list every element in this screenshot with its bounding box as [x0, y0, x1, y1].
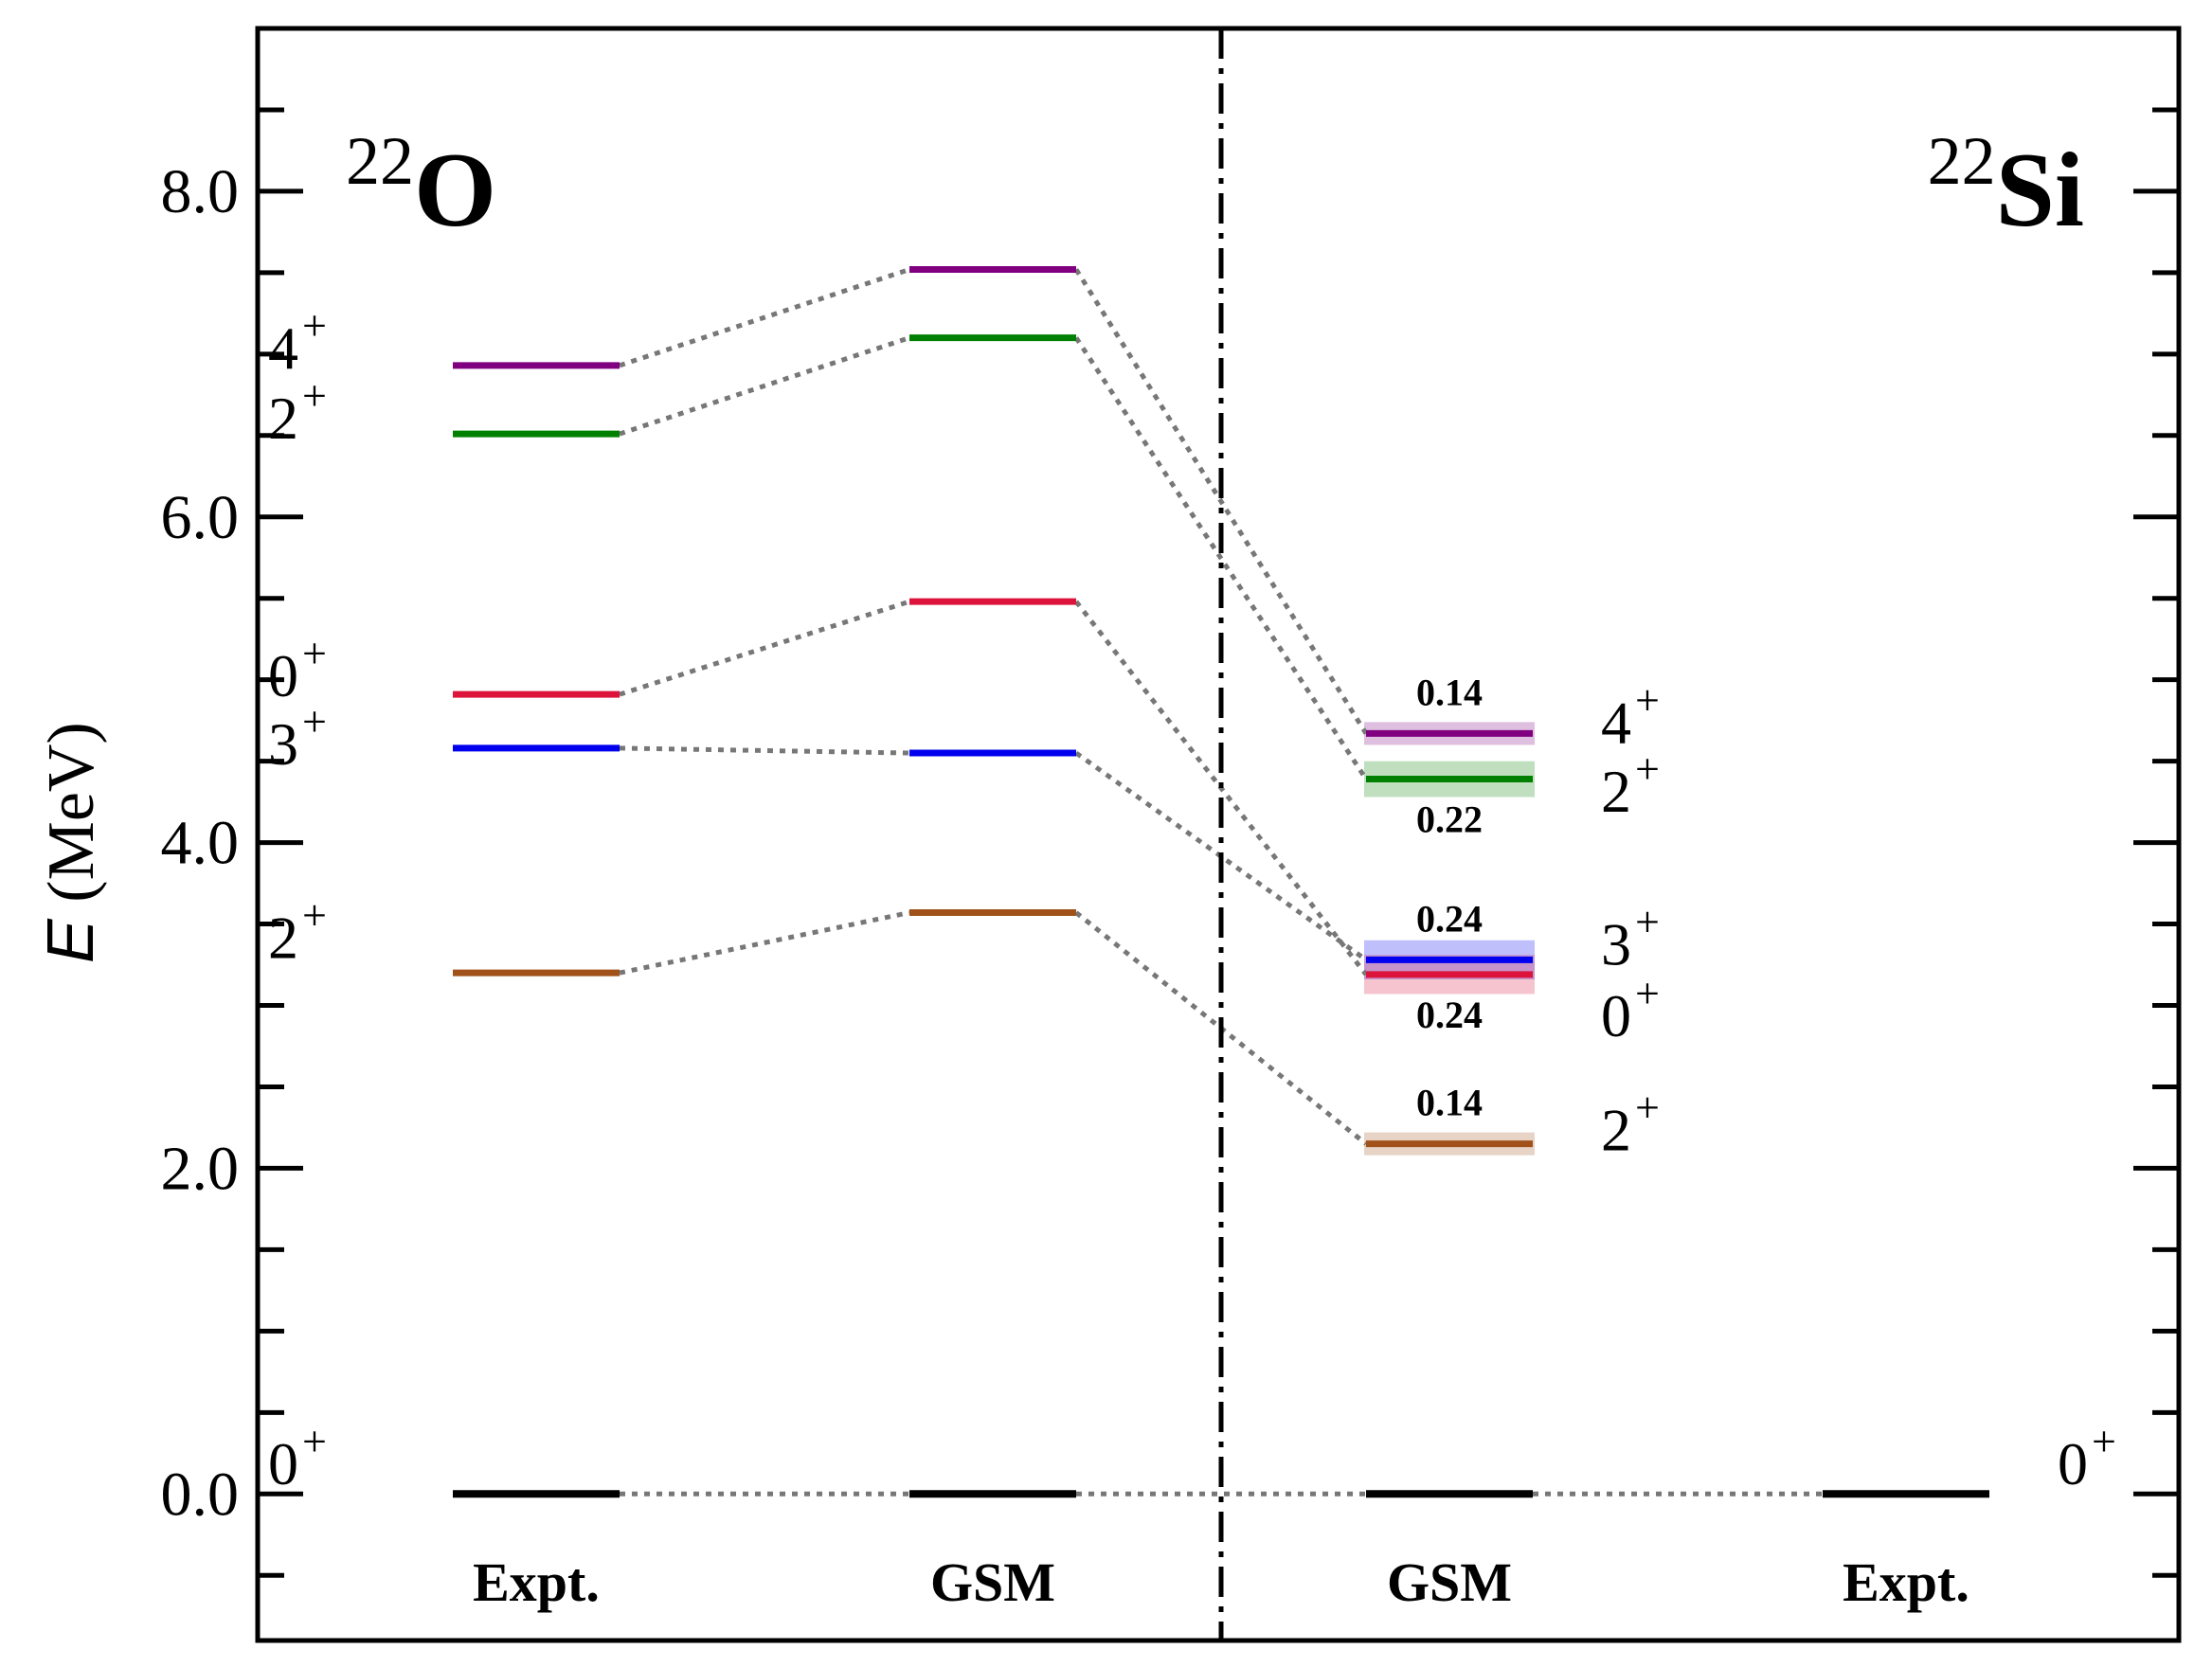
width-label-3p: 0.24	[1416, 897, 1483, 940]
y-axis-label: E (MeV)	[33, 722, 108, 963]
parity-sign: +	[302, 891, 327, 940]
energy-levels	[453, 265, 1989, 1498]
spin-value: 0	[2058, 1430, 2088, 1497]
parity-sign: +	[302, 629, 327, 677]
parity-sign: +	[2092, 1417, 2116, 1465]
spin-label: 3+	[268, 697, 327, 778]
column-label-si-gsm: GSM	[1387, 1551, 1512, 1613]
spin-label: 4+	[268, 301, 327, 382]
parity-sign: +	[1635, 676, 1660, 725]
y-axis-label-unit: (MeV)	[35, 722, 108, 919]
spin-value: 2	[1601, 1096, 1631, 1163]
width-label-4p: 0.14	[1416, 671, 1483, 713]
column-label-o-expt: Expt.	[473, 1551, 600, 1613]
spin-value: 4	[268, 314, 298, 382]
y-tick-label: 4.0	[161, 809, 240, 878]
connector-0p2	[619, 599, 910, 697]
spin-label: 0+	[2058, 1417, 2116, 1497]
connector-2p1	[619, 910, 910, 976]
y-axis-label-symbol: E	[33, 918, 107, 963]
spin-value: 0	[1601, 982, 1631, 1049]
nucleus-symbol: Si	[1996, 132, 2084, 249]
spin-value: 0	[268, 642, 298, 709]
parity-sign: +	[1635, 744, 1660, 793]
y-tick-label: 2.0	[161, 1134, 240, 1203]
connector-3p	[619, 745, 910, 756]
spin-label: 2+	[268, 891, 327, 972]
spin-label: 2+	[1601, 744, 1660, 825]
plot-frame	[255, 26, 2182, 1643]
spin-label: 0+	[268, 1417, 327, 1497]
nucleus-mass-number: 22	[1928, 123, 1996, 199]
connector-4p	[619, 267, 910, 368]
parity-sign: +	[302, 301, 327, 350]
column-label-o-gsm: GSM	[930, 1551, 1055, 1613]
spin-value: 4	[1601, 690, 1631, 757]
spin-value: 3	[1601, 910, 1631, 977]
column-label-si-expt: Expt.	[1843, 1551, 1969, 1613]
spin-label: 0+	[268, 629, 327, 709]
connector-2p2	[619, 335, 910, 437]
spin-value: 3	[268, 710, 298, 778]
y-tick-label: 8.0	[161, 157, 240, 226]
spin-label: 0+	[1601, 969, 1660, 1049]
width-label-2p1: 0.14	[1416, 1082, 1483, 1124]
y-tick-label: 6.0	[161, 483, 240, 552]
parity-sign: +	[302, 697, 327, 745]
nucleus-label-si: 22Si	[1928, 123, 2084, 249]
spin-value: 0	[268, 1430, 298, 1497]
spin-value: 2	[268, 905, 298, 972]
parity-sign: +	[1635, 897, 1660, 945]
y-tick-label: 0.0	[161, 1460, 240, 1529]
width-label-0p2: 0.24	[1416, 994, 1483, 1036]
spin-label: 2+	[268, 371, 327, 452]
plot-border	[255, 26, 2182, 1643]
spin-value: 2	[1601, 758, 1631, 825]
spin-label: 4+	[1601, 676, 1660, 757]
connector-2p2	[1073, 336, 1369, 780]
nucleus-mass-number: 22	[346, 123, 414, 199]
nucleus-symbol: O	[414, 132, 496, 249]
parity-sign: +	[302, 371, 327, 420]
connector-4p	[1073, 268, 1369, 735]
parity-sign: +	[1635, 969, 1660, 1017]
spin-value: 2	[268, 385, 298, 452]
nucleus-label-o: 22O	[346, 123, 496, 249]
chart-text: 0.02.04.06.08.0E (MeV)Expt. GSM GSM Expt.22…	[33, 123, 2116, 1613]
parity-sign: +	[1635, 1083, 1660, 1131]
spin-label: 2+	[1601, 1083, 1660, 1163]
connector-0p2	[1074, 600, 1368, 977]
parity-sign: +	[302, 1417, 327, 1465]
width-label-2p2: 0.22	[1416, 798, 1483, 841]
spin-label: 3+	[1601, 897, 1660, 977]
